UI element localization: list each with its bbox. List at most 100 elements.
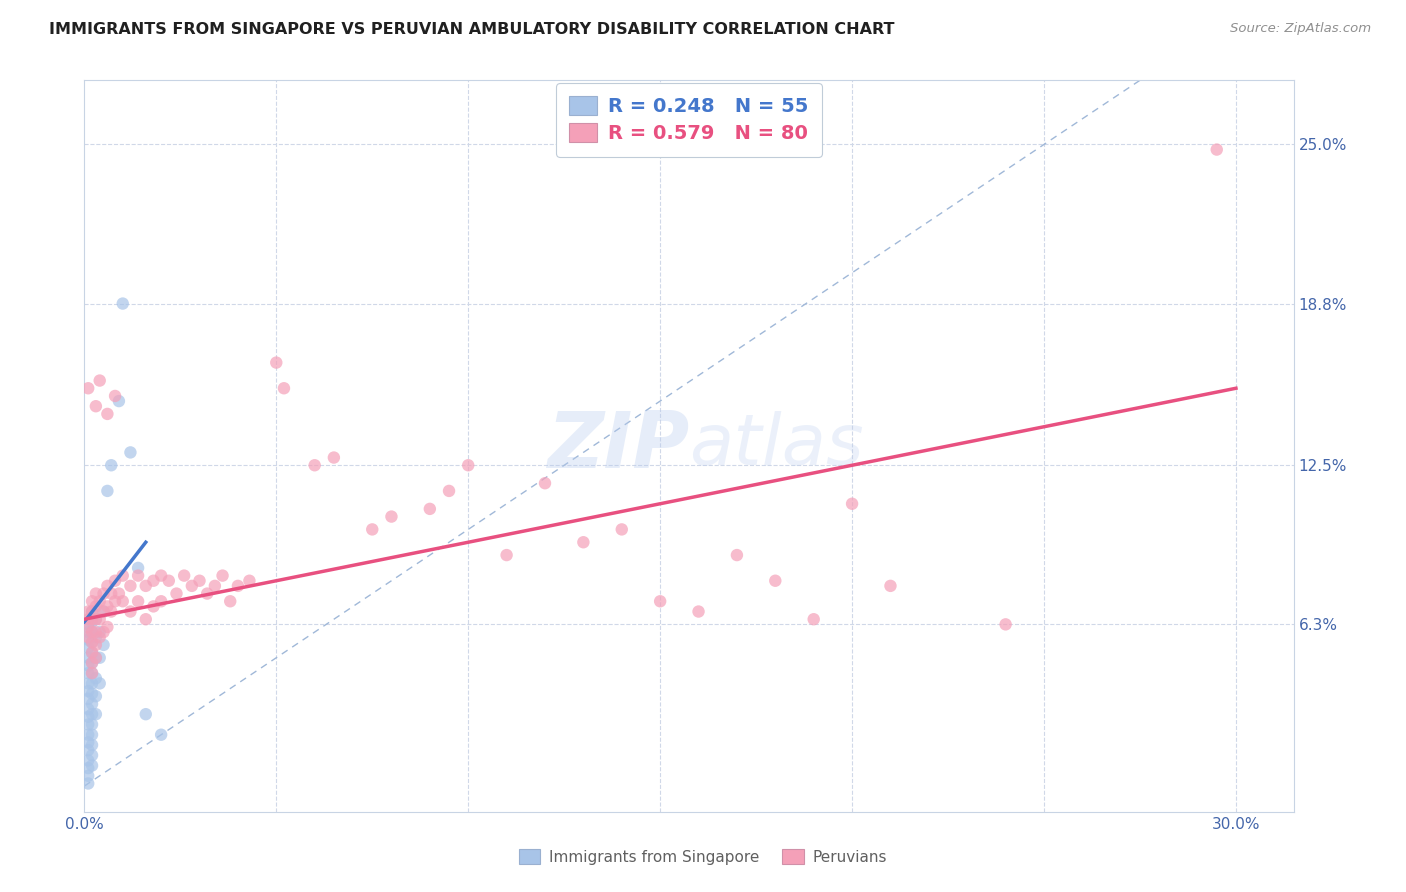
Point xyxy=(80,707,103,722)
Point xyxy=(135,612,157,626)
Point xyxy=(93,605,115,619)
Point xyxy=(80,656,103,670)
Point xyxy=(89,676,111,690)
Text: ZIP: ZIP xyxy=(547,408,689,484)
Point xyxy=(380,509,402,524)
Point xyxy=(650,594,672,608)
Point xyxy=(142,599,165,614)
Point xyxy=(725,548,748,562)
Point xyxy=(84,599,107,614)
Point xyxy=(457,458,479,473)
Point xyxy=(150,594,173,608)
Point xyxy=(150,568,173,582)
Point xyxy=(89,612,111,626)
Point xyxy=(77,776,100,790)
Text: atlas: atlas xyxy=(689,411,863,481)
Point xyxy=(77,691,100,706)
Point xyxy=(879,579,901,593)
Point xyxy=(84,586,107,600)
Point xyxy=(111,594,134,608)
Point xyxy=(77,650,100,665)
Point xyxy=(80,738,103,752)
Point xyxy=(80,635,103,649)
Point xyxy=(84,399,107,413)
Point xyxy=(111,568,134,582)
Point xyxy=(188,574,211,588)
Point xyxy=(89,630,111,644)
Point xyxy=(93,605,115,619)
Point xyxy=(763,574,786,588)
Point xyxy=(77,710,100,724)
Point xyxy=(77,617,100,632)
Point xyxy=(77,605,100,619)
Point xyxy=(96,579,118,593)
Point xyxy=(534,476,557,491)
Point xyxy=(135,707,157,722)
Point xyxy=(803,612,825,626)
Point xyxy=(93,586,115,600)
Point xyxy=(495,548,517,562)
Point xyxy=(994,617,1017,632)
Legend: Immigrants from Singapore, Peruvians: Immigrants from Singapore, Peruvians xyxy=(512,843,894,871)
Point xyxy=(84,707,107,722)
Point xyxy=(80,625,103,640)
Point xyxy=(89,650,111,665)
Point xyxy=(80,666,103,681)
Point xyxy=(108,586,131,600)
Point xyxy=(77,632,100,647)
Point xyxy=(180,579,202,593)
Point xyxy=(84,690,107,704)
Point xyxy=(266,355,288,369)
Point xyxy=(96,620,118,634)
Point xyxy=(89,374,111,388)
Point xyxy=(127,568,149,582)
Point xyxy=(80,656,103,670)
Point xyxy=(89,594,111,608)
Point xyxy=(104,574,127,588)
Point xyxy=(195,586,218,600)
Point xyxy=(80,594,103,608)
Point xyxy=(135,579,157,593)
Point xyxy=(157,574,180,588)
Point xyxy=(77,630,100,644)
Point xyxy=(80,605,103,619)
Point xyxy=(80,666,103,681)
Point xyxy=(80,748,103,763)
Point xyxy=(93,638,115,652)
Point xyxy=(80,625,103,640)
Point xyxy=(142,574,165,588)
Point xyxy=(111,296,134,310)
Point xyxy=(80,717,103,731)
Point xyxy=(80,612,103,626)
Point xyxy=(572,535,595,549)
Point xyxy=(77,640,100,655)
Point xyxy=(77,761,100,775)
Point xyxy=(108,394,131,409)
Point xyxy=(77,717,100,731)
Point xyxy=(688,605,710,619)
Point xyxy=(77,769,100,783)
Point xyxy=(77,728,100,742)
Point xyxy=(238,574,260,588)
Point xyxy=(77,666,100,681)
Point xyxy=(89,625,111,640)
Point xyxy=(80,728,103,742)
Point xyxy=(77,676,100,690)
Point xyxy=(100,458,122,473)
Point xyxy=(80,646,103,660)
Point xyxy=(77,658,100,673)
Point xyxy=(80,687,103,701)
Point xyxy=(127,594,149,608)
Point xyxy=(610,523,633,537)
Point xyxy=(80,646,103,660)
Point xyxy=(100,605,122,619)
Point xyxy=(84,638,107,652)
Point xyxy=(84,650,107,665)
Legend: R = 0.248   N = 55, R = 0.579   N = 80: R = 0.248 N = 55, R = 0.579 N = 80 xyxy=(555,83,823,157)
Point xyxy=(80,635,103,649)
Point xyxy=(273,381,295,395)
Point xyxy=(84,625,107,640)
Point xyxy=(93,625,115,640)
Point xyxy=(437,483,460,498)
Point xyxy=(173,568,195,582)
